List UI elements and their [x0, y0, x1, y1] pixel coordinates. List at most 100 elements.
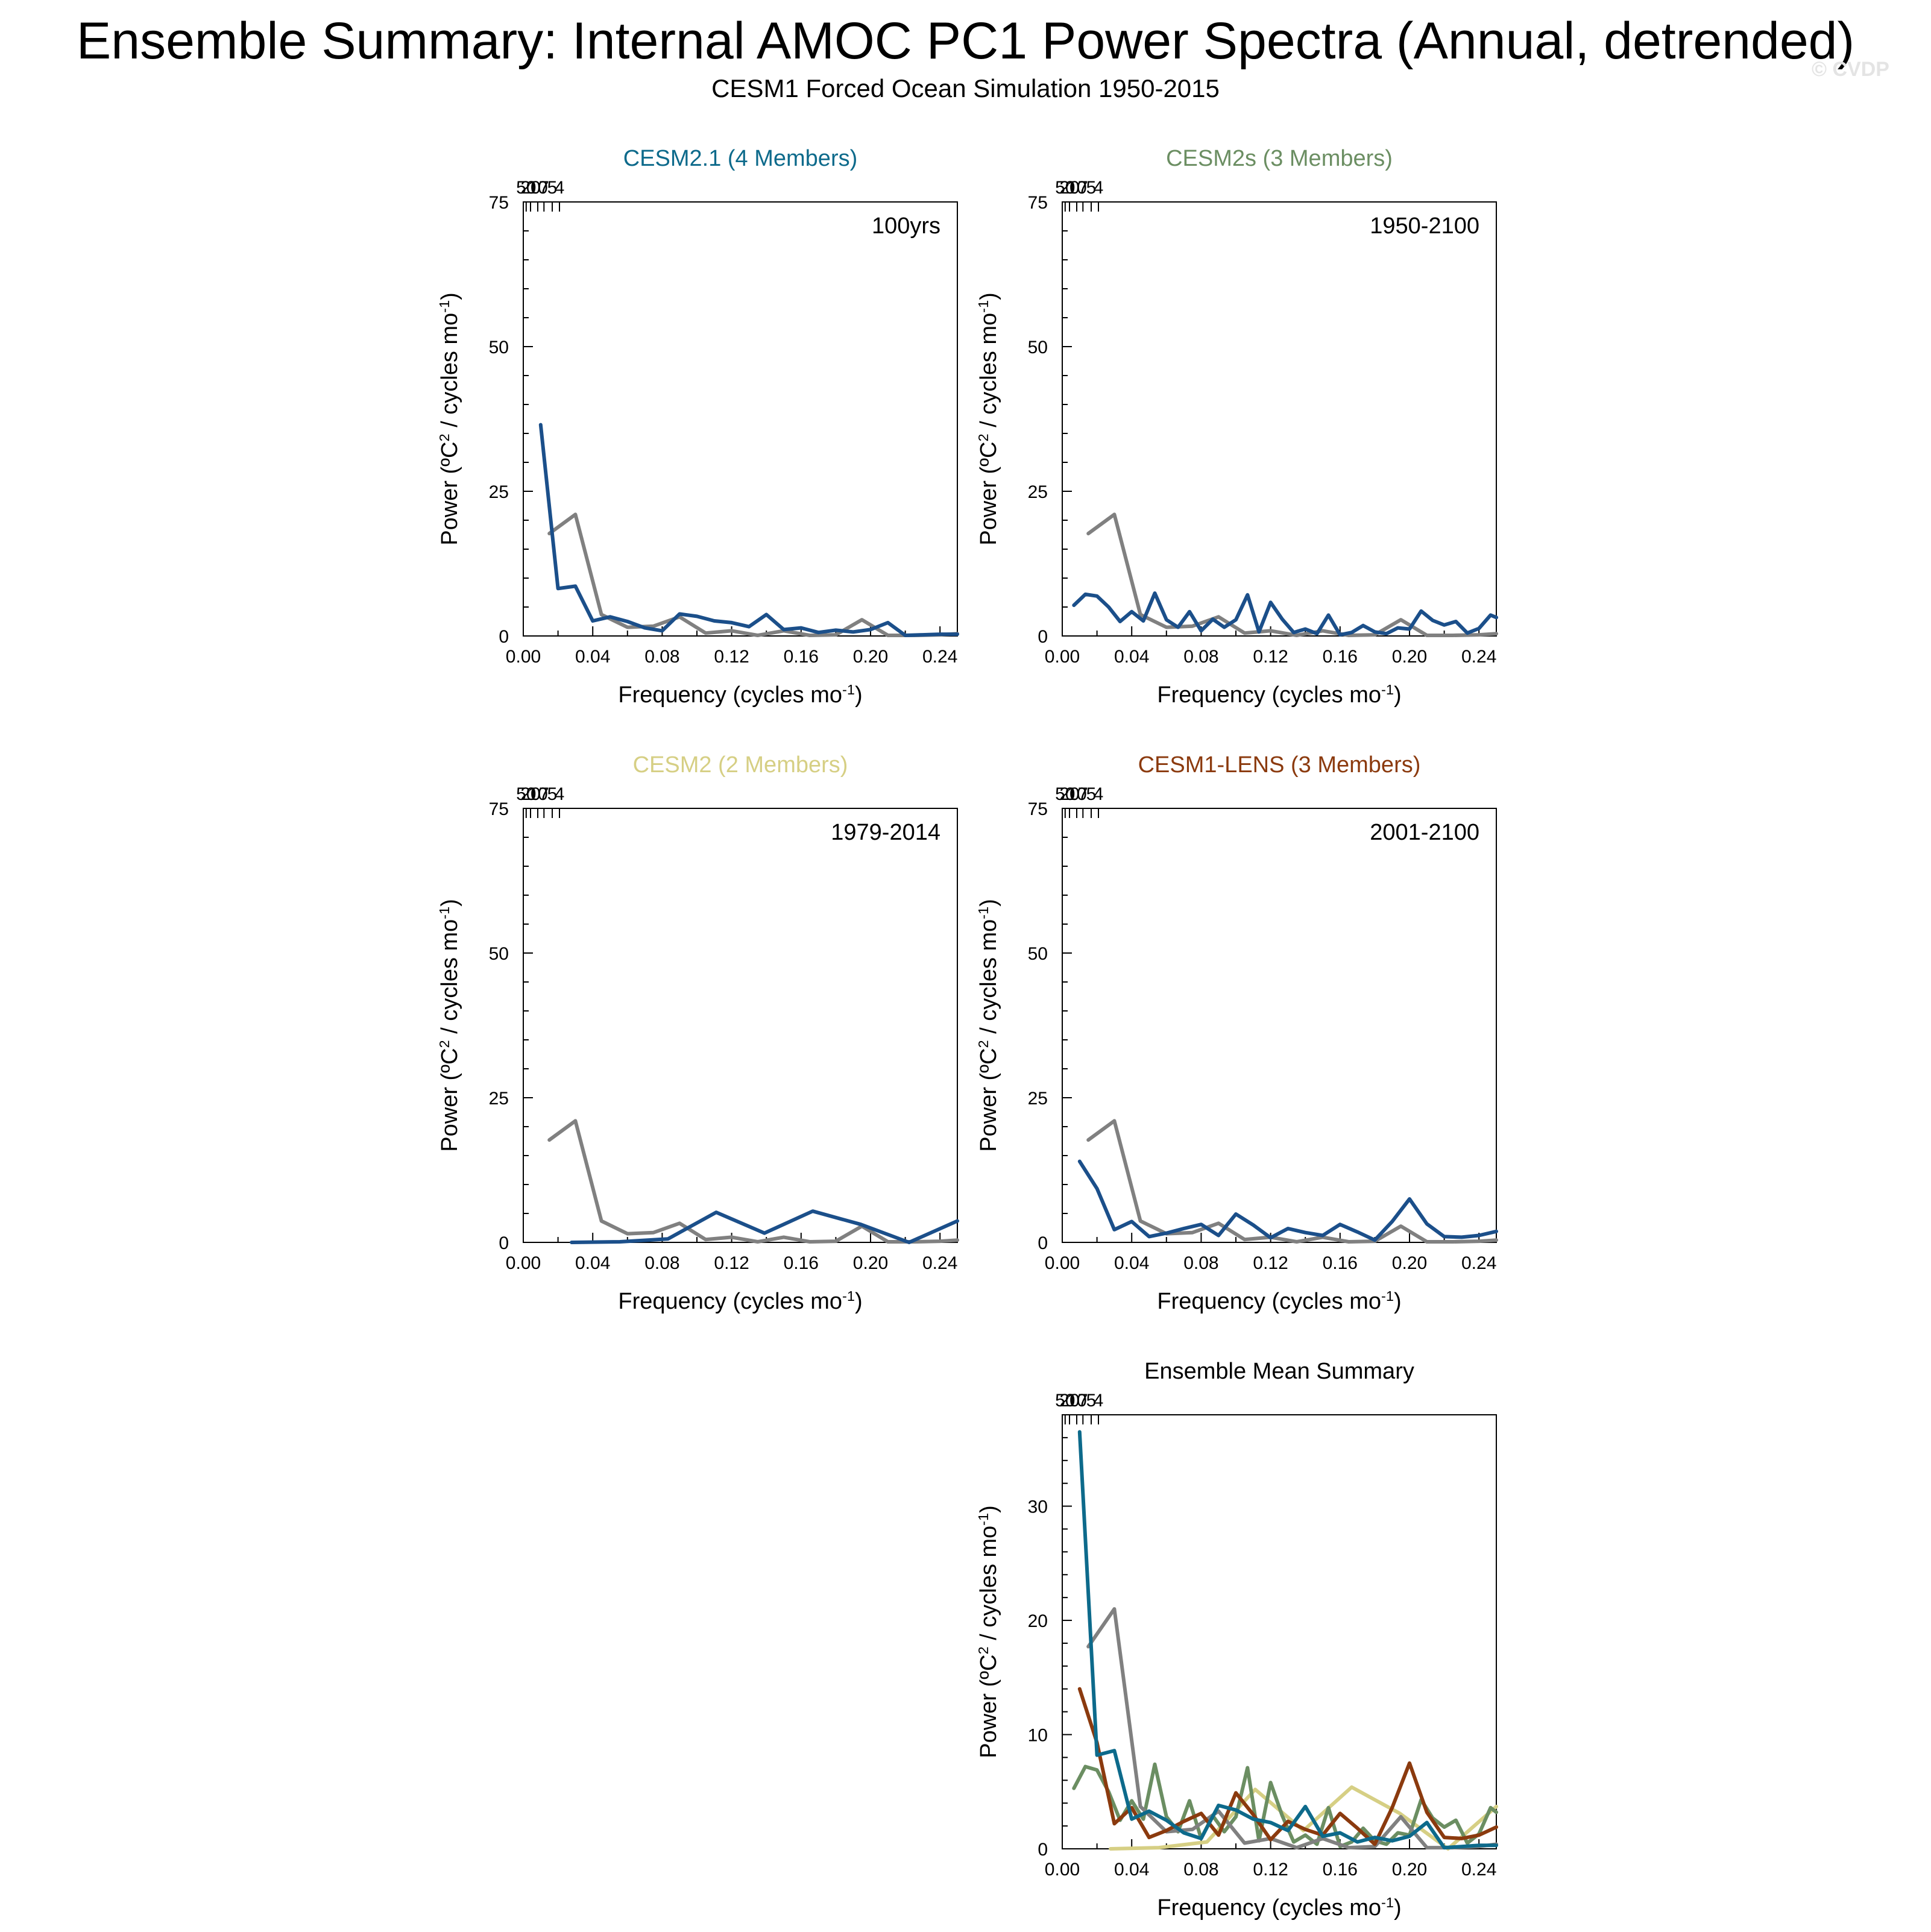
x-tick-label: 0.04	[1114, 1860, 1149, 1880]
y-tick-label: 0	[1038, 627, 1048, 647]
y-tick-label: 75	[1028, 799, 1048, 819]
y-tick-label: 25	[489, 1089, 509, 1109]
series-line-cesm2	[1109, 1785, 1498, 1851]
y-axis-label: Power (ºC2 / cycles mo-1)	[975, 1505, 1001, 1758]
x-tick-label: 0.12	[1253, 647, 1288, 667]
y-tick-label: 75	[489, 799, 509, 819]
panel-cesm2: CESM2 (2 Members) 1979-2014 0.00 0.04 0.08 0.…	[436, 752, 959, 1314]
y-tick-label: 0	[1038, 1840, 1048, 1860]
top-tick-label: 10	[528, 178, 547, 198]
x-tick-label: 0.12	[1253, 1253, 1288, 1273]
series-line-member	[570, 1209, 959, 1244]
series-line-reference	[547, 512, 959, 637]
y-tick-label: 50	[489, 944, 509, 964]
x-tick-label: 0.00	[1045, 1860, 1080, 1880]
x-tick-label: 0.04	[1114, 1253, 1149, 1273]
y-axis-label: Power (ºC2 / cycles mo-1)	[975, 292, 1001, 546]
series-line-member	[538, 423, 959, 637]
plot-frame	[1062, 808, 1497, 1243]
x-tick-label: 0.24	[1461, 1860, 1496, 1880]
y-tick-label: 50	[489, 338, 509, 357]
panel-title: CESM2.1 (4 Members)	[623, 146, 858, 171]
y-tick-label: 0	[499, 1233, 509, 1253]
x-tick-label: 0.20	[1392, 647, 1427, 667]
x-tick-label: 0.20	[1392, 1860, 1427, 1880]
plot-frame	[1062, 1414, 1497, 1849]
x-tick-label: 0.24	[1461, 647, 1496, 667]
top-tick-label: 5	[1086, 178, 1097, 198]
y-tick-label: 0	[499, 627, 509, 647]
top-tick-label: 7	[539, 178, 549, 198]
series-line-cesm1-lens	[1077, 1687, 1498, 1846]
series-line-member	[1072, 591, 1498, 637]
series-line-reference	[1086, 1607, 1498, 1850]
top-tick-label: 5	[547, 178, 558, 198]
plot-frame	[523, 808, 958, 1243]
period-annotation: 1979-2014	[831, 820, 940, 845]
y-tick-label: 30	[1028, 1497, 1048, 1517]
top-tick-label: 7	[1078, 178, 1088, 198]
panel-cesm2s: CESM2s (3 Members) 1950-2100 0.00 0.04 0.08 0…	[975, 146, 1498, 708]
panel-title: CESM2 (2 Members)	[633, 752, 848, 778]
page-title: Ensemble Summary: Internal AMOC PC1 Powe…	[76, 12, 1855, 70]
series-line-reference	[1086, 512, 1498, 637]
top-tick-label: 10	[528, 784, 547, 804]
top-tick-label: 20	[1059, 178, 1079, 198]
y-tick-label: 25	[1028, 1089, 1048, 1109]
y-axis-label: Power (ºC2 / cycles mo-1)	[436, 899, 462, 1152]
top-tick-label: 7	[1078, 784, 1088, 804]
x-tick-label: 0.12	[714, 647, 749, 667]
panel-ensemble-mean: Ensemble Mean Summary 0.00 0.04 0.08 0.12 0.1…	[975, 1359, 1498, 1921]
top-tick-label: 20	[1059, 1391, 1079, 1411]
y-tick-label: 75	[489, 193, 509, 213]
x-axis-label: Frequency (cycles mo-1)	[618, 682, 862, 708]
x-tick-label: 0.04	[575, 1253, 610, 1273]
panel-title: CESM2s (3 Members)	[1166, 146, 1393, 171]
x-tick-label: 0.08	[644, 1253, 679, 1273]
y-axis-label: Power (ºC2 / cycles mo-1)	[436, 292, 462, 546]
x-tick-label: 0.24	[922, 1253, 957, 1273]
period-annotation: 1950-2100	[1370, 213, 1479, 239]
series-line-reference	[1086, 1119, 1498, 1244]
series-line-member	[1077, 1159, 1498, 1242]
x-tick-label: 0.16	[1323, 647, 1358, 667]
period-annotation: 100yrs	[872, 213, 940, 239]
x-tick-label: 0.00	[1045, 647, 1080, 667]
x-tick-label: 0.08	[644, 647, 679, 667]
x-tick-label: 0.16	[784, 647, 819, 667]
x-tick-label: 0.04	[575, 647, 610, 667]
panel-cesm2-1: CESM2.1 (4 Members) 100yrs 0.00 0.04 0.08 0.1…	[436, 146, 959, 708]
x-tick-label: 0.16	[1323, 1253, 1358, 1273]
top-tick-label: 4	[555, 784, 565, 804]
y-tick-label: 10	[1028, 1726, 1048, 1746]
y-axis-label: Power (ºC2 / cycles mo-1)	[975, 899, 1001, 1152]
x-tick-label: 0.08	[1183, 1860, 1218, 1880]
x-tick-label: 0.16	[784, 1253, 819, 1273]
x-tick-label: 0.12	[1253, 1860, 1288, 1880]
top-tick-label: 7	[539, 784, 549, 804]
top-tick-label: 10	[1066, 178, 1086, 198]
x-tick-label: 0.00	[506, 647, 541, 667]
x-tick-label: 0.08	[1183, 647, 1218, 667]
x-tick-label: 0.12	[714, 1253, 749, 1273]
x-tick-label: 0.16	[1323, 1860, 1358, 1880]
top-tick-label: 20	[520, 178, 540, 198]
top-tick-label: 5	[1086, 1391, 1097, 1411]
y-tick-label: 50	[1028, 338, 1048, 357]
top-tick-label: 20	[520, 784, 540, 804]
top-tick-label: 20	[1059, 784, 1079, 804]
x-tick-label: 0.00	[1045, 1253, 1080, 1273]
x-tick-label: 0.20	[1392, 1253, 1427, 1273]
panel-cesm1-lens: CESM1-LENS (3 Members) 2001-2100 0.00 0.04 0…	[975, 752, 1498, 1314]
top-tick-label: 50	[1055, 178, 1075, 198]
x-tick-label: 0.08	[1183, 1253, 1218, 1273]
x-tick-label: 0.20	[853, 1253, 888, 1273]
x-axis-label: Frequency (cycles mo-1)	[1157, 682, 1401, 708]
y-tick-label: 25	[1028, 482, 1048, 502]
plot-frame	[1062, 201, 1497, 637]
x-tick-label: 0.00	[506, 1253, 541, 1273]
top-tick-label: 4	[1094, 1391, 1104, 1411]
plot-frame	[523, 201, 958, 637]
y-tick-label: 50	[1028, 944, 1048, 964]
